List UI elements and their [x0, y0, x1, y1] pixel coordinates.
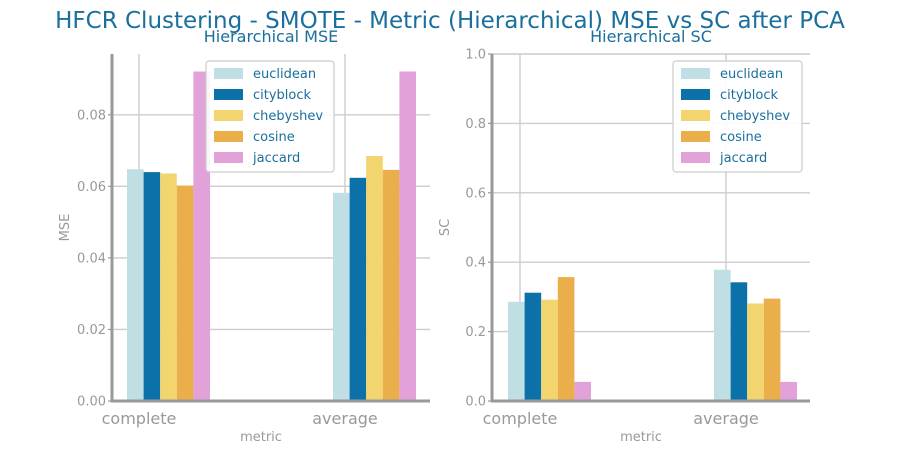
bar-chebyshev-complete	[541, 299, 558, 401]
legend-swatch-chebyshev	[214, 110, 243, 121]
y-tick-label: 0.02	[77, 323, 106, 338]
y-tick-label: 0.4	[465, 256, 486, 271]
legend-swatch-euclidean	[681, 68, 710, 79]
bar-euclidean-complete	[127, 169, 144, 401]
bar-cosine-complete	[176, 185, 194, 401]
legend-swatch-jaccard	[681, 152, 710, 163]
bar-chebyshev-average	[366, 156, 383, 401]
y-tick-label: 0.04	[77, 251, 106, 266]
legend-label-jaccard: jaccard	[719, 151, 767, 166]
legend-swatch-cosine	[681, 131, 710, 142]
chart-mse: 0.00 0.02 0.04 0.06 0.08 complete average metri…	[58, 27, 430, 445]
legend-frame	[672, 60, 803, 173]
legend-swatch-cityblock	[681, 89, 710, 100]
x-axis-label: metric	[620, 430, 662, 445]
bar-cosine-average	[763, 298, 781, 401]
legend-label-jaccard: jaccard	[252, 151, 300, 166]
legend: euclidean cityblock chebyshev cosine jaccard	[672, 60, 803, 173]
legend-label-euclidean: euclidean	[720, 67, 783, 82]
chart-sc: 0.0 0.2 0.4 0.6 0.8 1.0 complete average metric S…	[438, 27, 810, 445]
x-tick-label-average: average	[312, 409, 378, 428]
y-tick-label: 1.0	[465, 48, 486, 63]
legend-label-cityblock: cityblock	[253, 88, 312, 103]
bar-chebyshev-complete	[160, 173, 177, 401]
x-tick-label-average: average	[693, 409, 759, 428]
legend-label-cosine: cosine	[720, 130, 762, 145]
bar-euclidean-complete	[508, 301, 525, 401]
y-axis-label: SC	[438, 219, 453, 236]
x-tick-label-complete: complete	[483, 409, 558, 428]
x-axis-label: metric	[240, 430, 282, 445]
chart-title: Hierarchical SC	[590, 27, 712, 46]
y-tick-label: 0.08	[77, 108, 106, 123]
bar-cosine-average	[382, 169, 400, 401]
legend-label-cosine: cosine	[253, 130, 295, 145]
legend-swatch-cosine	[214, 131, 243, 142]
legend-label-chebyshev: chebyshev	[720, 109, 790, 124]
bar-cityblock-average	[349, 177, 367, 401]
legend-label-euclidean: euclidean	[253, 67, 316, 82]
bar-cosine-complete	[557, 277, 575, 401]
legend-swatch-chebyshev	[681, 110, 710, 121]
y-tick-label: 0.06	[77, 180, 106, 195]
figure-title: HFCR Clustering - SMOTE - Metric (Hierar…	[55, 8, 845, 34]
legend-swatch-euclidean	[214, 68, 243, 79]
bar-jaccard-average	[399, 71, 416, 401]
legend-swatch-cityblock	[214, 89, 243, 100]
y-tick-label: 0.2	[465, 325, 486, 340]
bar-chebyshev-average	[747, 303, 764, 401]
y-tick-label: 0.0	[465, 395, 486, 410]
legend: euclidean cityblock chebyshev cosine jaccard	[205, 60, 335, 173]
legend-swatch-jaccard	[214, 152, 243, 163]
bar-cityblock-average	[730, 282, 748, 401]
bar-cityblock-complete	[524, 292, 542, 401]
bar-euclidean-average	[333, 192, 350, 401]
y-tick-label: 0.8	[465, 117, 486, 132]
bar-jaccard-complete	[574, 381, 591, 401]
y-tick-label: 0.6	[465, 186, 486, 201]
bar-euclidean-average	[714, 269, 731, 401]
chart-title: Hierarchical MSE	[204, 27, 339, 46]
y-axis-label: MSE	[58, 214, 73, 242]
legend-label-cityblock: cityblock	[720, 88, 779, 103]
y-tick-label: 0.00	[77, 395, 106, 410]
legend-label-chebyshev: chebyshev	[253, 109, 323, 124]
x-tick-label-complete: complete	[102, 409, 177, 428]
legend-frame	[205, 60, 335, 173]
bar-cityblock-complete	[143, 172, 161, 401]
bar-jaccard-average	[780, 381, 797, 401]
